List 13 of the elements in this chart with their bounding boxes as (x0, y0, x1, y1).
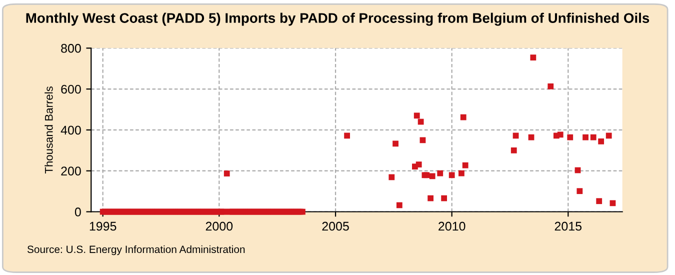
y-tick-label: 800 (61, 44, 81, 53)
x-tick-label: 2000 (206, 222, 233, 231)
x-tick-label: 2010 (438, 222, 466, 231)
x-tick-label: 2015 (554, 222, 582, 231)
source-note: Source: U.S. Energy Information Administration (27, 245, 245, 256)
y-tick-label: 600 (61, 84, 81, 94)
y-tick-label: 400 (60, 126, 81, 135)
y-tick-label: 0 (74, 208, 81, 216)
y-tick-label: 200 (61, 166, 81, 176)
x-tick-label: 2005 (322, 222, 349, 231)
chart-title: Monthly West Coast (PADD 5) Imports by PADD of Processing from Belgium of Unfinished Oils (26, 12, 650, 26)
y-axis-title: Thousand Barrels (44, 86, 53, 174)
x-tick-label: 1995 (90, 222, 116, 231)
